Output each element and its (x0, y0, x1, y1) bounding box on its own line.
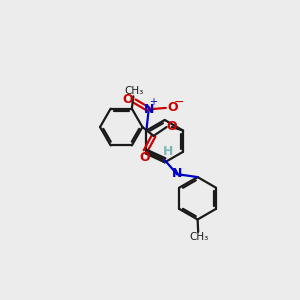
Text: H: H (163, 145, 173, 158)
Text: N: N (143, 103, 154, 116)
Text: O: O (123, 93, 134, 106)
Text: CH₃: CH₃ (124, 86, 143, 96)
Text: O: O (167, 101, 178, 114)
Text: O: O (166, 120, 177, 133)
Text: −: − (173, 96, 184, 109)
Text: O: O (139, 151, 149, 164)
Text: +: + (148, 97, 157, 107)
Text: CH₃: CH₃ (189, 232, 208, 242)
Text: N: N (172, 167, 182, 180)
